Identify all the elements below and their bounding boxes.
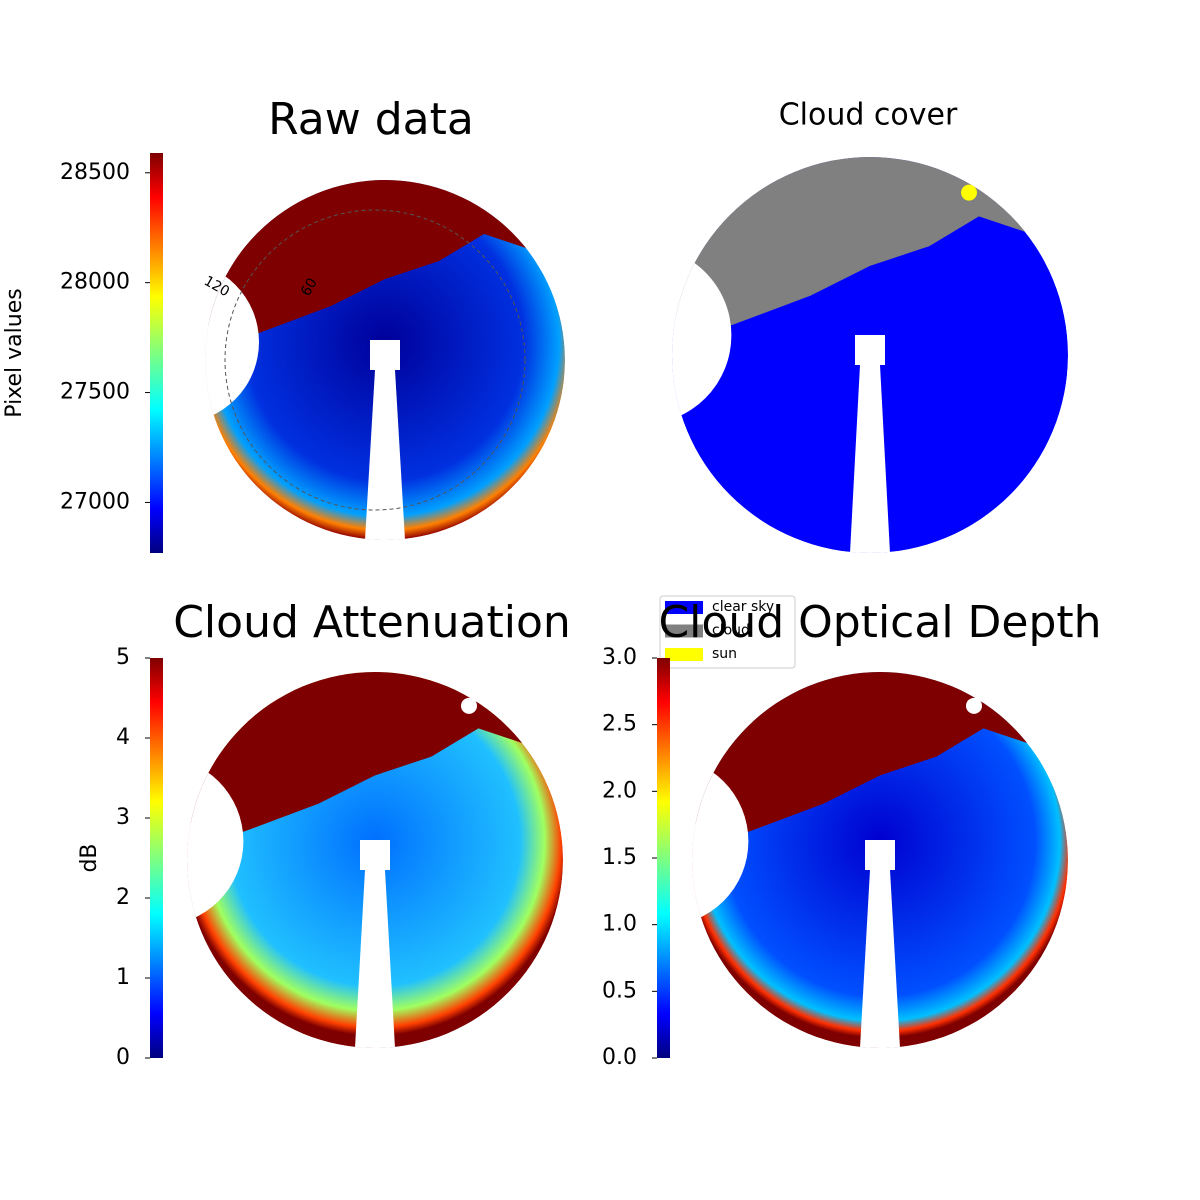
obstruction [692, 756, 749, 926]
panel-title: Cloud Attenuation [173, 597, 571, 648]
sun [461, 697, 477, 714]
legend-swatch [665, 601, 703, 614]
colorbar-tick-label: 1.5 [602, 845, 637, 870]
sun [966, 697, 982, 714]
cloud-region [205, 180, 565, 333]
legend-label: cloud [712, 623, 750, 639]
polar-label: 60 [298, 276, 321, 299]
mast [365, 370, 405, 540]
sky-image [187, 672, 563, 1048]
sky-image [205, 180, 565, 540]
colorbar-label: Pixel values [2, 288, 27, 417]
legend-swatch [665, 624, 703, 638]
colorbar-tick-label: 28500 [60, 160, 130, 185]
camera-arm [855, 335, 885, 365]
mast [860, 870, 900, 1048]
camera-arm [360, 840, 390, 870]
colorbar-tick-label: 1.0 [602, 912, 637, 937]
colorbar [150, 658, 163, 1058]
colorbar [150, 153, 163, 553]
colorbar-tick-label: 5 [116, 645, 130, 670]
colorbar-tick-label: 0.5 [602, 978, 637, 1003]
legend-swatch [665, 648, 703, 661]
colorbar-tick-label: 0.0 [602, 1045, 637, 1070]
colorbar-tick-label: 4 [116, 725, 130, 750]
sky-image [672, 157, 1068, 553]
obstruction [672, 246, 732, 425]
mast [355, 870, 395, 1048]
colorbar-tick-label: 0 [116, 1045, 130, 1070]
obstruction [187, 756, 244, 926]
colorbar-tick-label: 2.0 [602, 778, 637, 803]
colorbar-tick-label: 3 [116, 805, 130, 830]
mast [850, 365, 890, 553]
colorbar-tick-label: 1 [116, 965, 130, 990]
panel-title: Cloud cover [779, 98, 958, 133]
panel-title: Raw data [268, 94, 474, 145]
obstruction [205, 261, 259, 423]
colorbar-tick-label: 2 [116, 885, 130, 910]
camera-arm [370, 340, 400, 370]
legend-label: clear sky [712, 599, 774, 615]
colorbar-tick-label: 27000 [60, 489, 130, 514]
camera-arm [865, 840, 895, 870]
panel-title: Cloud Optical Depth [658, 597, 1101, 648]
colorbar-label: dB [77, 843, 102, 872]
colorbar [657, 658, 670, 1058]
colorbar-tick-label: 3.0 [602, 645, 637, 670]
colorbar-tick-label: 28000 [60, 270, 130, 295]
colorbar-tick-label: 27500 [60, 380, 130, 405]
legend-label: sun [712, 646, 737, 662]
polar-grid [224, 209, 526, 511]
colorbar-tick-label: 2.5 [602, 712, 637, 737]
sun [961, 184, 977, 201]
